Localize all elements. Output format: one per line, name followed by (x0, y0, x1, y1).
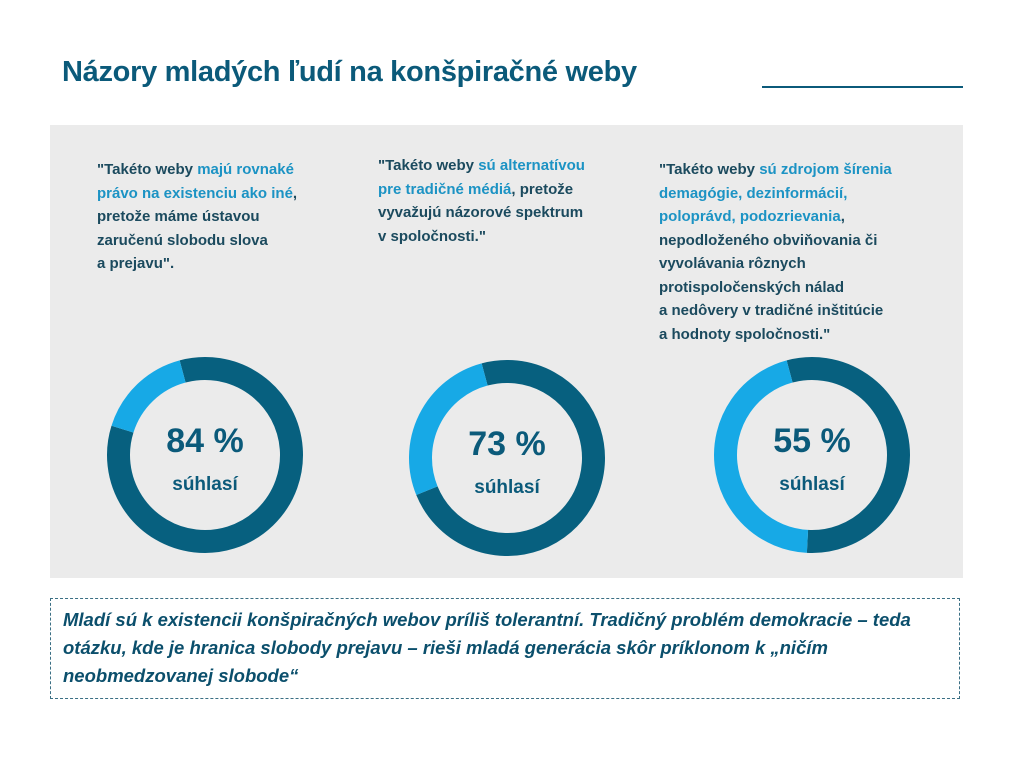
quote-text: "Takéto weby (378, 157, 479, 174)
quote-text: , (840, 208, 845, 225)
donut-value: 73 % (468, 425, 546, 463)
page-title: Názory mladých ľudí na konšpiračné weby (62, 56, 637, 88)
quote-text: a prejavu". (97, 255, 175, 272)
donut-segment-other (714, 360, 809, 553)
quote-line: "Takéto weby sú alternatívou (378, 154, 585, 178)
quote-text: vyvolávania rôznych (659, 255, 806, 272)
quote-line: vyvažujú názorové spektrum (378, 201, 585, 225)
quote-line: pretože máme ústavou (97, 205, 297, 229)
quote-line: "Takéto weby majú rovnaké (97, 158, 297, 182)
quote-text: nepodloženého obviňovania či (659, 231, 878, 249)
quote-highlight: poloprávd, podozrievania (659, 208, 841, 225)
quote-text: , pretože (511, 180, 574, 198)
quote-2: "Takéto weby sú alternatívou pre tradičné… (378, 154, 585, 248)
quote-highlight: sú alternatívou (478, 157, 585, 174)
quote-line: a prejavu". (97, 252, 297, 276)
donut-segment-other (111, 360, 186, 433)
quote-line: právo na existenciu ako iné, (97, 182, 297, 206)
quote-text: "Takéto weby (659, 161, 760, 178)
donut-label: súhlasí (474, 477, 540, 498)
quote-text: , (292, 184, 298, 202)
donut-value: 84 % (166, 422, 244, 460)
donut-value: 55 % (773, 422, 851, 460)
quote-line: protispoločenských nálad (659, 276, 892, 300)
quote-line: zaručenú slobodu slova (97, 229, 297, 253)
quote-text: zaručenú slobodu slova (97, 231, 268, 249)
quote-line: v spoločnosti." (378, 225, 585, 249)
donut-segment-agree (416, 360, 605, 556)
quote-text: protispoločenských nálad (659, 278, 845, 296)
quote-line: poloprávd, podozrievania, (659, 205, 892, 229)
quote-3: "Takéto weby sú zdrojom šírenia demagógie… (659, 158, 892, 346)
quote-line: nepodloženého obviňovania či (659, 229, 892, 253)
quote-text: a hodnoty spoločnosti." (659, 325, 831, 343)
quote-line: demagógie, dezinformácií, (659, 182, 892, 206)
quote-line: a nedôvery v tradičné inštitúcie (659, 299, 892, 323)
donut-label: súhlasí (172, 474, 238, 495)
title-underline (762, 86, 963, 88)
quote-highlight: sú zdrojom šírenia (759, 161, 892, 178)
quote-text: pretože máme ústavou (97, 208, 260, 225)
charts-panel (50, 125, 963, 578)
quote-highlight: majú rovnaké (197, 161, 294, 178)
donut-segment-other (409, 363, 488, 496)
quote-line: vyvolávania rôznych (659, 252, 892, 276)
quote-text: a nedôvery v tradičné inštitúcie (659, 302, 884, 319)
donut-segment-agree (786, 357, 910, 553)
conclusion-box: Mladí sú k existencii konšpiračných webo… (50, 598, 960, 699)
quote-1: "Takéto weby majú rovnaké právo na existe… (97, 158, 297, 276)
quote-highlight: právo na existenciu ako iné (97, 184, 293, 202)
quote-text: v spoločnosti." (378, 227, 486, 245)
quote-line: "Takéto weby sú zdrojom šírenia (659, 158, 892, 182)
donut-label: súhlasí (779, 474, 845, 495)
quote-line: pre tradičné médiá, pretože (378, 178, 585, 202)
quote-highlight: demagógie, dezinformácií, (659, 184, 848, 202)
donut-segment-agree (107, 357, 303, 553)
quote-text: vyvažujú názorové spektrum (378, 204, 584, 221)
quote-highlight: pre tradičné médiá (378, 180, 512, 198)
quote-text: "Takéto weby (97, 161, 198, 178)
quote-line: a hodnoty spoločnosti." (659, 323, 892, 347)
